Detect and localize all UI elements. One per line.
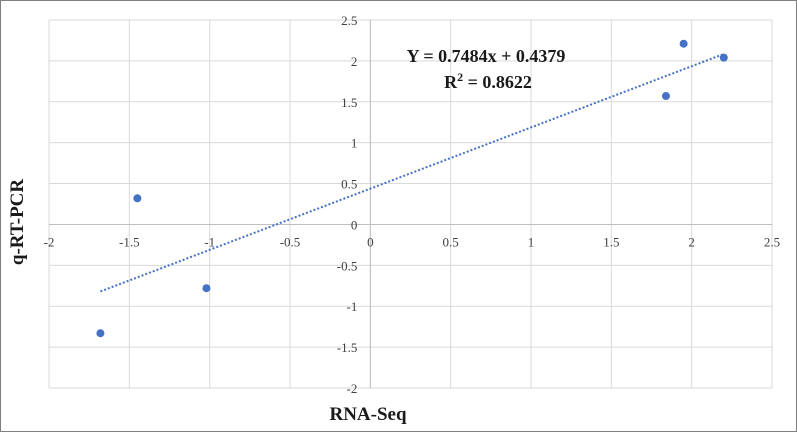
data-point (202, 284, 211, 293)
y-tick-label: 2 (351, 54, 358, 69)
y-tick-label: -0.5 (337, 258, 358, 273)
y-tick-label: 1 (351, 136, 358, 151)
y-axis-title: q-RT-PCR (7, 179, 28, 266)
x-tick-label: 0 (367, 234, 374, 249)
y-tick-label: -2 (346, 381, 357, 396)
x-tick-label: -0.5 (280, 234, 301, 249)
y-tick-label: 2.5 (341, 13, 357, 28)
data-point (133, 194, 142, 203)
y-tick-label: 0.5 (341, 177, 357, 192)
y-tick-label: 1.5 (341, 95, 357, 110)
y-tick-label: 0 (351, 217, 358, 232)
grid-lines (48, 19, 773, 389)
equation-label: Y = 0.7484x + 0.4379 (407, 46, 566, 66)
x-tick-label: -2 (44, 234, 55, 249)
x-tick-label: 2.5 (764, 234, 780, 249)
y-tick-labels: -2 -1.5 -1 -0.5 0 0.5 1 1.5 2 2.5 (337, 13, 358, 396)
y-tick-label: -1.5 (337, 340, 358, 355)
r-squared-label: R2 = 0.8622 (444, 70, 532, 92)
x-tick-label: 0.5 (443, 234, 459, 249)
y-tick-label: -1 (346, 299, 357, 314)
data-point (96, 329, 105, 338)
x-tick-labels: -2 -1.5 -1 -0.5 0 0.5 1 1.5 2 2.5 (44, 234, 781, 249)
axes (49, 20, 772, 388)
data-point (661, 92, 670, 101)
x-tick-label: 1 (528, 234, 535, 249)
x-tick-label: -1 (204, 234, 215, 249)
data-point (679, 39, 688, 48)
x-tick-label: -1.5 (119, 234, 140, 249)
x-tick-label: 1.5 (603, 234, 619, 249)
data-point (719, 53, 728, 62)
x-axis-title: RNA-Seq (329, 404, 406, 425)
data-points (96, 39, 728, 338)
trendline (100, 53, 725, 293)
x-tick-label: 2 (688, 234, 695, 249)
